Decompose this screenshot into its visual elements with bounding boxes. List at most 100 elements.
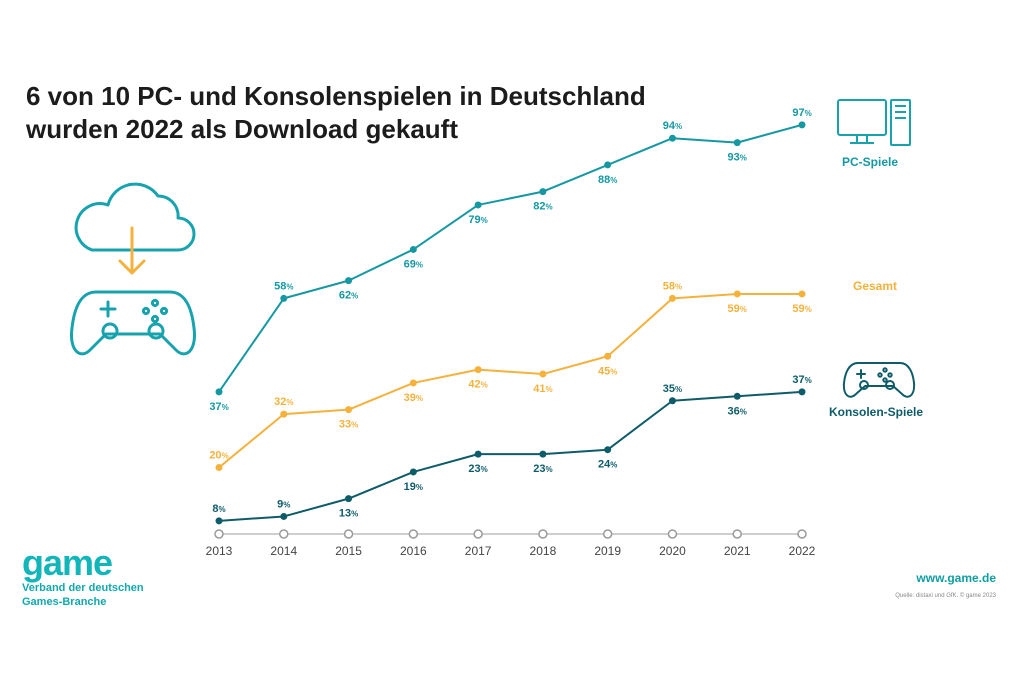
x-axis-tick-marker [214,529,224,539]
data-point [215,517,223,525]
desktop-computer-icon [837,99,911,146]
data-label: 20% [209,450,228,462]
data-label: 59% [792,303,811,315]
series-line [218,123,803,393]
data-label: 58% [274,280,293,292]
data-point [798,388,806,396]
x-axis-tick-label: 2019 [594,544,621,558]
series-layer: 37% 58% 62% 69% 79% 82% 88% 94% 93% 97% 20% 32% 33% 3… [209,107,812,525]
data-label: 33% [339,419,358,431]
data-point [474,366,482,374]
data-point [733,392,741,400]
data-label: 42% [468,379,487,391]
x-axis-tick-label: 2014 [270,544,297,558]
data-point [345,495,353,503]
cloud-download-icon [74,182,196,252]
source-note: Quelle: distaxi und GfK. © game 2023 [895,593,996,599]
series-line [218,390,803,522]
data-label: 8% [212,503,225,515]
data-point [668,134,676,142]
data-label: 62% [339,290,358,302]
x-axis-tick-label: 2013 [206,544,233,558]
data-point [474,201,482,209]
data-label: 82% [533,201,552,213]
data-point [539,370,547,378]
x-axis-tick-marker [667,529,678,539]
data-point [409,379,417,387]
data-point [798,121,806,129]
x-axis-tick-marker [408,529,419,539]
legend-label: PC-Spiele [842,155,898,169]
data-label: 39% [404,392,423,404]
logo-line-1: Verband der deutschen [22,582,144,594]
series-konsolen-spiele: 8% 9% 13% 19% 23% 23% 24% 35% 36% 37% [212,374,812,525]
data-label: 41% [533,383,552,395]
data-point [345,277,353,285]
data-label: 35% [663,383,682,395]
logo-line-2: Games-Branche [22,596,107,608]
legend-label: Gesamt [853,279,897,293]
data-label: 23% [468,463,487,475]
data-label: 9% [277,498,290,510]
data-label: 32% [274,396,293,408]
data-point [604,161,612,169]
x-axis-tick-label: 2017 [465,544,492,558]
data-point [474,450,482,458]
download-arrow-icon [118,226,146,275]
data-point [345,406,353,414]
data-label: 13% [339,508,358,520]
data-point [409,468,417,476]
data-label: 97% [792,107,811,119]
data-point [604,352,612,360]
x-axis-tick-marker [602,529,613,539]
series-pc-spiele: 37% 58% 62% 69% 79% 82% 88% 94% 93% 97% [209,107,811,413]
game-logo: game Verband der deutschen Games-Branche [22,545,144,609]
x-axis-tick-marker [732,529,742,539]
data-point [798,290,806,298]
x-axis: 2013 2014 2015 2016 2017 2018 2019 2020 2021 2022 [206,529,816,558]
data-point [215,464,223,471]
data-point [280,410,288,418]
console-gamepad-icon [842,362,916,398]
data-label: 93% [728,152,747,164]
x-axis-tick-label: 2018 [530,544,557,558]
x-axis-tick-label: 2022 [789,544,816,558]
data-label: 19% [404,481,423,493]
data-label: 88% [598,174,617,186]
x-axis-tick-marker [797,529,807,539]
data-label: 94% [663,120,682,132]
legend: PC-Spiele Gesamt Konsolen-Spiele [829,155,923,419]
x-axis-tick-marker [538,529,548,539]
data-label: 37% [209,401,228,413]
x-axis-tick-label: 2016 [400,544,427,558]
data-point [409,245,417,253]
data-point [604,446,612,454]
website-link[interactable]: www.game.de [916,571,996,585]
x-axis-tick-label: 2021 [724,544,751,558]
data-label: 59% [728,303,747,315]
gamepad-icon [70,290,196,356]
data-label: 37% [792,374,811,386]
chart-title-line-2: wurden 2022 als Download gekauft [26,114,458,144]
data-point [280,294,288,302]
data-point [668,294,676,302]
data-label: 23% [533,463,552,475]
chart-title: 6 von 10 PC- und Konsolenspielen in Deut… [26,80,646,146]
x-axis-tick-marker [473,529,483,539]
x-axis-tick-label: 2015 [335,544,362,558]
x-axis-tick-marker [279,529,289,539]
series-gesamt: 20% 32% 33% 39% 42% 41% 45% 58% 59% 59% [209,280,812,471]
data-point [668,397,676,405]
data-point [733,139,741,147]
data-point [733,290,741,298]
data-label: 45% [598,365,617,377]
chart-title-line-1: 6 von 10 PC- und Konsolenspielen in Deut… [26,81,646,111]
data-label: 36% [728,405,747,417]
logo-word: game [22,542,113,583]
data-label: 58% [663,280,682,292]
data-point [215,388,223,396]
x-axis-tick-marker [343,529,354,539]
data-point [280,512,288,520]
data-label: 24% [598,459,617,471]
